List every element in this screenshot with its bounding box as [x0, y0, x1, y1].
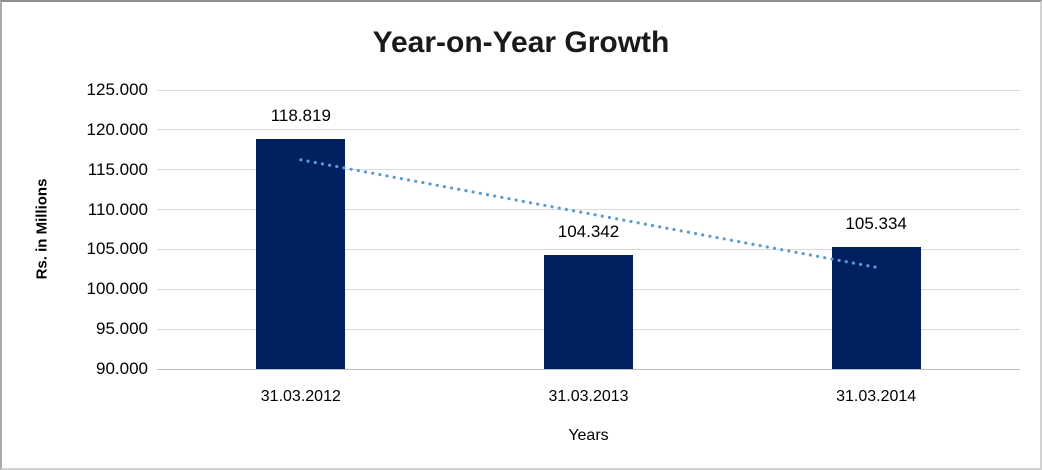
- chart-title: Year-on-Year Growth: [372, 26, 670, 59]
- y-gridline: [157, 89, 1020, 91]
- bar-value-label: 105.334: [845, 213, 907, 233]
- x-axis-title: Years: [568, 427, 609, 444]
- bar-value-label: 118.819: [270, 106, 331, 126]
- y-tick-label: 100.000: [86, 279, 148, 299]
- y-tick-label: 125.000: [86, 80, 148, 99]
- y-gridline: [157, 129, 1020, 131]
- y-tick-label: 105.000: [86, 239, 148, 259]
- y-gridline: [157, 248, 1020, 250]
- y-gridline: [157, 209, 1020, 211]
- bar-31.03.2013: [544, 254, 633, 369]
- plot-area: [157, 89, 1020, 370]
- y-tick-label: 95.000: [96, 319, 148, 339]
- y-tick-label: 120.000: [86, 119, 148, 139]
- bar-31.03.2012: [256, 139, 346, 369]
- trendline-layer: [299, 158, 878, 269]
- y-tick-label: 110.000: [87, 199, 148, 219]
- x-tick-label: 31.03.2012: [260, 388, 341, 405]
- y-axis-title: Rs. in Millions: [33, 178, 51, 280]
- y-gridline: [157, 169, 1020, 171]
- x-tick-label: 31.03.2014: [836, 388, 917, 405]
- trendline: [299, 158, 878, 269]
- x-tick-label: 31.03.2013: [548, 388, 629, 405]
- bar-value-label: 104.342: [557, 221, 620, 241]
- y-tick-label: 90.000: [96, 359, 148, 378]
- y-tick-label: 115.000: [87, 159, 148, 179]
- x-axis-line: [157, 368, 1020, 370]
